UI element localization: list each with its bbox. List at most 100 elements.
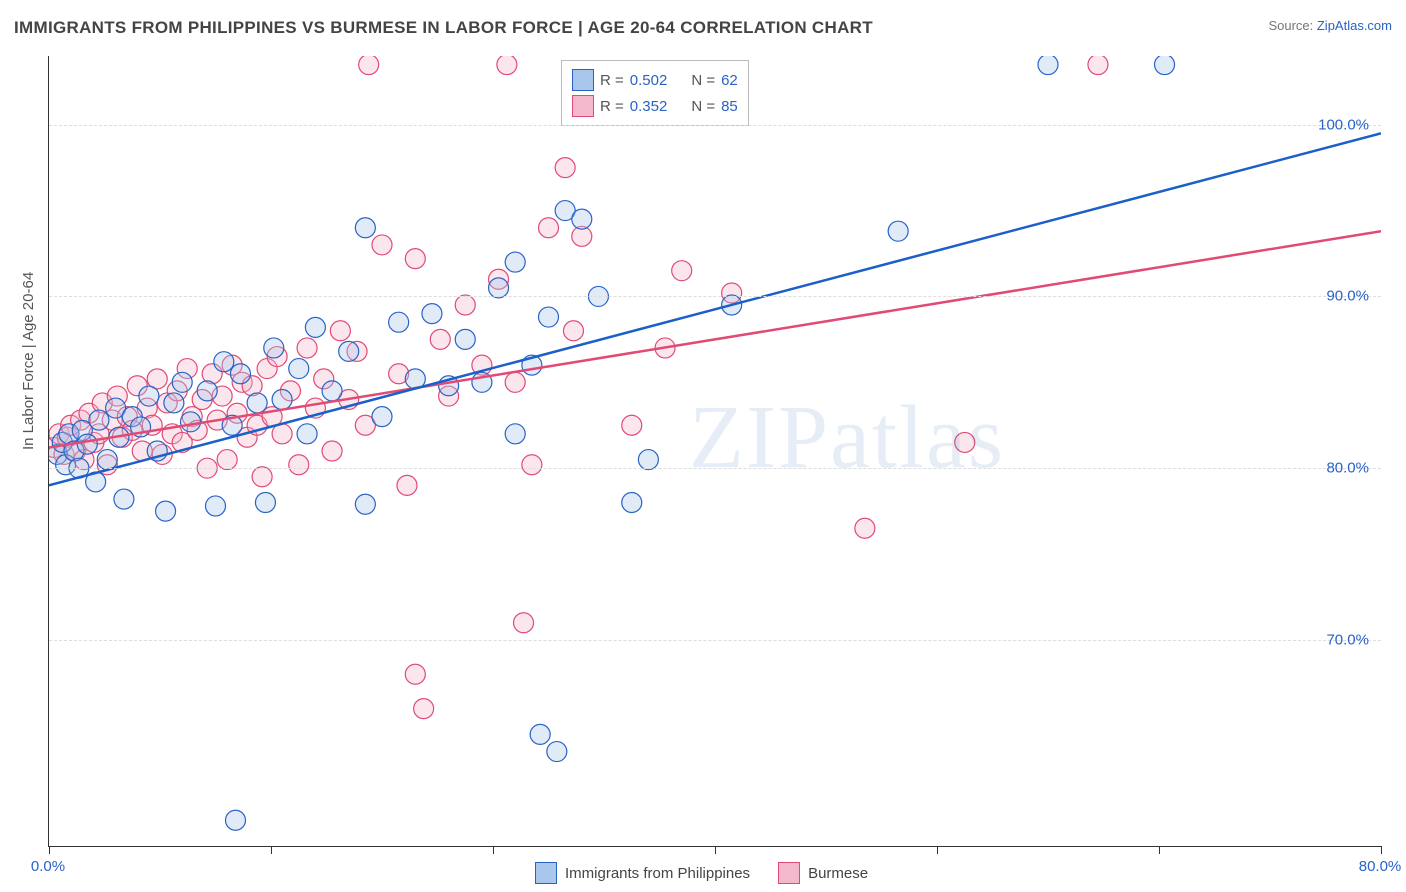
x-tick (715, 846, 716, 854)
x-tick (271, 846, 272, 854)
source-link[interactable]: ZipAtlas.com (1317, 18, 1392, 33)
data-point (888, 221, 908, 241)
r-value-phil: 0.502 (630, 72, 668, 89)
data-point (272, 389, 292, 409)
n-label: N = (691, 98, 715, 115)
regression-line (49, 231, 1381, 447)
data-point (547, 742, 567, 762)
data-point (455, 329, 475, 349)
regression-line (49, 133, 1381, 485)
legend-row-burm: R = 0.352 N = 85 (572, 93, 738, 119)
data-point (572, 209, 592, 229)
data-point (430, 329, 450, 349)
data-point (181, 412, 201, 432)
data-point (505, 372, 525, 392)
gridline (49, 640, 1381, 641)
gridline (49, 125, 1381, 126)
n-value-burm: 85 (721, 98, 738, 115)
data-point (359, 56, 379, 75)
legend-row-phil: R = 0.502 N = 62 (572, 67, 738, 93)
legend-item-phil: Immigrants from Philippines (535, 862, 750, 884)
legend-label-phil: Immigrants from Philippines (565, 865, 750, 882)
data-point (955, 432, 975, 452)
data-point (505, 252, 525, 272)
data-point (1038, 56, 1058, 75)
data-point (1088, 56, 1108, 75)
data-point (297, 424, 317, 444)
data-point (322, 381, 342, 401)
data-point (97, 450, 117, 470)
data-point (330, 321, 350, 341)
swatch-burm-icon (572, 95, 594, 117)
data-point (530, 724, 550, 744)
data-point (255, 493, 275, 513)
r-label: R = (600, 72, 624, 89)
x-tick (49, 846, 50, 854)
chart-title: IMMIGRANTS FROM PHILIPPINES VS BURMESE I… (14, 18, 873, 37)
data-point (505, 424, 525, 444)
legend-item-burm: Burmese (778, 862, 868, 884)
data-point (389, 312, 409, 332)
data-point (289, 455, 309, 475)
swatch-phil-icon (535, 862, 557, 884)
correlation-legend: R = 0.502 N = 62 R = 0.352 N = 85 (561, 60, 749, 126)
n-value-phil: 62 (721, 72, 738, 89)
x-tick-label: 80.0% (1359, 858, 1402, 875)
data-point (217, 450, 237, 470)
swatch-phil-icon (572, 69, 594, 91)
data-point (230, 364, 250, 384)
data-point (489, 278, 509, 298)
data-point (139, 386, 159, 406)
data-point (563, 321, 583, 341)
data-point (638, 450, 658, 470)
r-value-burm: 0.352 (630, 98, 668, 115)
data-point (156, 501, 176, 521)
data-point (372, 407, 392, 427)
data-point (555, 158, 575, 178)
data-point (539, 218, 559, 238)
data-point (672, 261, 692, 281)
data-point (539, 307, 559, 327)
swatch-burm-icon (778, 862, 800, 884)
data-point (264, 338, 284, 358)
x-tick (1159, 846, 1160, 854)
x-tick (1381, 846, 1382, 854)
data-point (397, 475, 417, 495)
r-label: R = (600, 98, 624, 115)
y-tick-label: 100.0% (1318, 116, 1369, 133)
x-tick (937, 846, 938, 854)
data-point (225, 810, 245, 830)
data-point (455, 295, 475, 315)
data-point (422, 304, 442, 324)
series-legend: Immigrants from Philippines Burmese (535, 862, 868, 884)
data-point (172, 372, 192, 392)
data-point (855, 518, 875, 538)
data-point (405, 664, 425, 684)
data-point (252, 467, 272, 487)
data-point (405, 249, 425, 269)
data-point (114, 489, 134, 509)
data-point (372, 235, 392, 255)
data-point (197, 381, 217, 401)
data-point (1155, 56, 1175, 75)
chart-plot-area: ZIPatlas R = 0.502 N = 62 R = 0.352 N = … (48, 56, 1381, 847)
n-label: N = (691, 72, 715, 89)
data-point (297, 338, 317, 358)
data-point (214, 352, 234, 372)
x-tick-label: 0.0% (31, 858, 65, 875)
data-point (164, 393, 184, 413)
legend-label-burm: Burmese (808, 865, 868, 882)
data-point (289, 359, 309, 379)
data-point (77, 434, 97, 454)
y-tick-label: 80.0% (1326, 460, 1369, 477)
data-point (89, 410, 109, 430)
data-point (497, 56, 517, 75)
source-attribution: Source: ZipAtlas.com (1268, 18, 1392, 33)
scatter-plot-svg (49, 56, 1381, 846)
data-point (522, 455, 542, 475)
data-point (322, 441, 342, 461)
data-point (622, 415, 642, 435)
data-point (206, 496, 226, 516)
data-point (355, 494, 375, 514)
y-tick-label: 90.0% (1326, 288, 1369, 305)
